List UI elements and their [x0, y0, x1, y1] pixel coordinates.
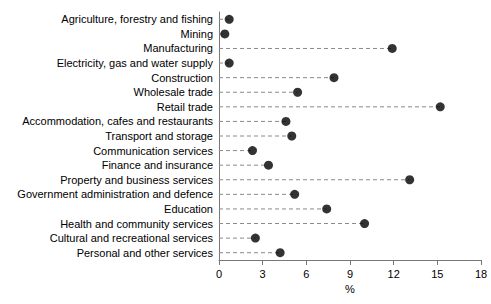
svg-text:Accommodation, cafes and resta: Accommodation, cafes and restaurants — [22, 115, 213, 127]
svg-text:18: 18 — [475, 268, 487, 280]
svg-text:9: 9 — [347, 268, 353, 280]
svg-text:3: 3 — [260, 268, 266, 280]
svg-text:6: 6 — [303, 268, 309, 280]
svg-text:Wholesale trade: Wholesale trade — [134, 86, 214, 98]
svg-text:%: % — [345, 283, 355, 295]
svg-text:Health and community services: Health and community services — [60, 218, 213, 230]
svg-text:Agriculture, forestry and fish: Agriculture, forestry and fishing — [61, 13, 213, 25]
svg-text:Mining: Mining — [181, 28, 213, 40]
svg-text:Personal and other services: Personal and other services — [77, 247, 214, 259]
svg-text:Communication services: Communication services — [93, 145, 213, 157]
svg-text:Cultural and recreational serv: Cultural and recreational services — [50, 232, 214, 244]
svg-text:15: 15 — [431, 268, 443, 280]
svg-text:0: 0 — [216, 268, 222, 280]
svg-text:Finance and insurance: Finance and insurance — [102, 159, 213, 171]
svg-text:Property and business services: Property and business services — [60, 174, 213, 186]
svg-text:Education: Education — [164, 203, 213, 215]
svg-text:Construction: Construction — [151, 72, 213, 84]
svg-text:Government administration and: Government administration and defence — [17, 188, 213, 200]
svg-text:Transport and storage: Transport and storage — [105, 130, 213, 142]
svg-text:12: 12 — [388, 268, 400, 280]
svg-text:Manufacturing: Manufacturing — [143, 42, 213, 54]
svg-text:Electricity, gas and water sup: Electricity, gas and water supply — [57, 57, 214, 69]
svg-text:Retail trade: Retail trade — [157, 101, 213, 113]
